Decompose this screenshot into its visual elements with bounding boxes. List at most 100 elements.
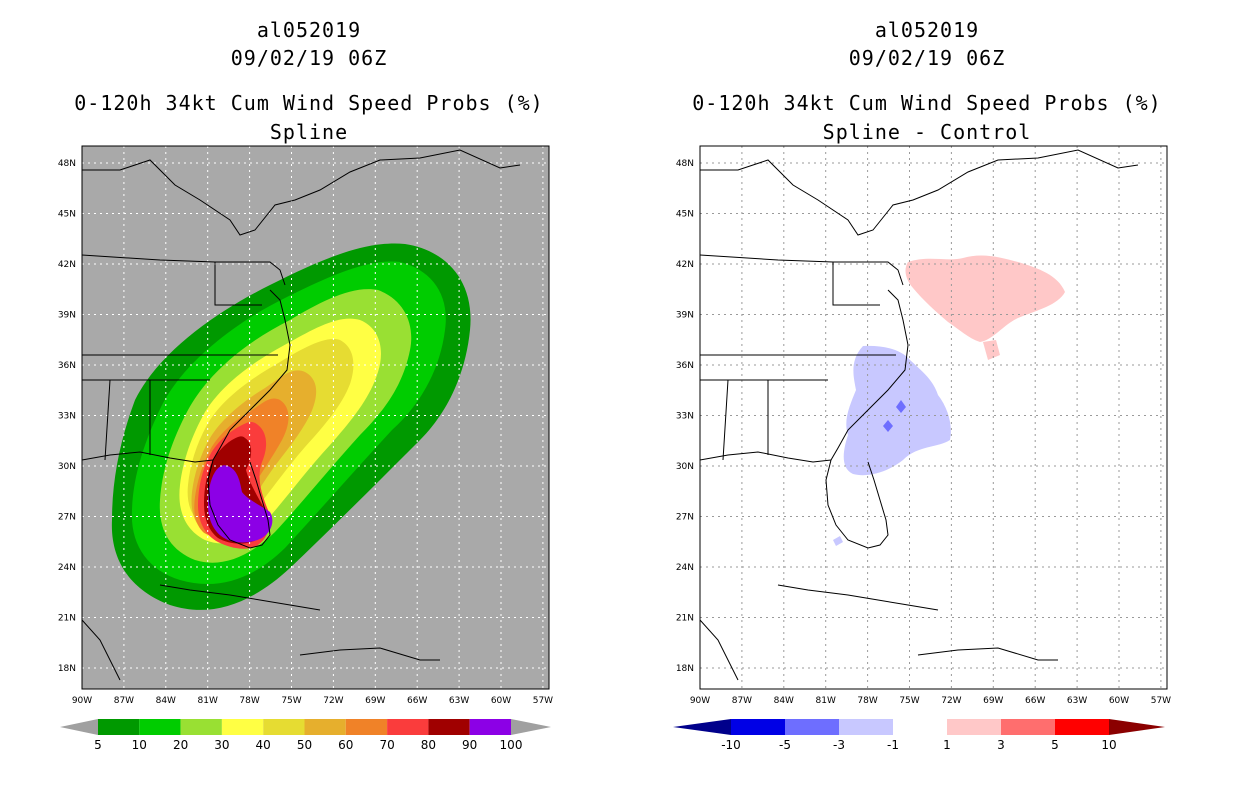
latitude-labels: 48N 45N 42N 39N 36N 33N 30N 27N 24N 21N 18N [676, 159, 694, 674]
colorbar-segment [98, 719, 140, 735]
longitude-label: 84W [774, 696, 794, 706]
colorbar-segment [345, 719, 388, 735]
longitude-labels: 90W 87W 84W 81W 78W 75W 72W 69W 66W 63W 60W 57W [690, 696, 1171, 706]
colorbar-label: 1 [943, 738, 951, 752]
longitude-label: 81W [198, 696, 218, 706]
storm-id-title: al052019 [874, 18, 980, 42]
latitude-label: 39N [58, 311, 76, 321]
map-frame [81, 145, 550, 690]
storm-id-title: al052019 [256, 18, 362, 42]
colorbar-segment [731, 719, 785, 735]
longitude-label: 90W [72, 696, 92, 706]
product-title: 0-120h 34kt Cum Wind Speed Probs (%) [74, 91, 544, 115]
longitude-label: 72W [941, 696, 961, 706]
negative-difference-core-1 [896, 400, 906, 413]
colorbar-label: 10 [132, 738, 147, 752]
positive-difference-area [905, 255, 1065, 342]
colorbar-label: -1 [887, 738, 899, 752]
colorbar-segment [1001, 719, 1055, 735]
longitude-label: 78W [239, 696, 259, 706]
colorbar: -10 -5 -3 -1 1 3 5 10 [673, 719, 1165, 752]
colorbar-label: -5 [779, 738, 791, 752]
latitude-label: 48N [676, 159, 694, 169]
colorbar-label: -3 [833, 738, 845, 752]
longitude-label: 72W [323, 696, 343, 706]
colorbar-low-arrow [673, 719, 731, 735]
latitude-label: 33N [58, 412, 76, 422]
latitude-label: 42N [58, 260, 76, 270]
colorbar-high-arrow [1109, 719, 1165, 735]
latitude-label: 48N [58, 159, 76, 169]
colorbar-label: -10 [721, 738, 741, 752]
colorbar-segment [469, 719, 511, 735]
colorbar-segment [893, 719, 947, 735]
latitude-label: 27N [676, 513, 694, 523]
colorbar-label: 10 [1101, 738, 1116, 752]
colorbar-segment [428, 719, 470, 735]
colorbar-label: 80 [421, 738, 436, 752]
latitude-labels: 48N 45N 42N 39N 36N 33N 30N 27N 24N 21N 18N [58, 159, 76, 674]
latitude-label: 42N [676, 260, 694, 270]
colorbar-segment [1055, 719, 1109, 735]
latitude-label: 21N [58, 614, 76, 624]
product-title: 0-120h 34kt Cum Wind Speed Probs (%) [692, 91, 1162, 115]
difference-contours [833, 255, 1065, 546]
colorbar-label: 100 [500, 738, 523, 752]
colorbar-segment [304, 719, 346, 735]
latitude-label: 45N [58, 210, 76, 220]
longitude-label: 81W [816, 696, 836, 706]
colorbar-label: 90 [462, 738, 477, 752]
longitude-label: 66W [1025, 696, 1045, 706]
latitude-label: 36N [676, 361, 694, 371]
longitude-label: 87W [114, 696, 134, 706]
colorbar-label: 40 [256, 738, 271, 752]
colorbar: 5 10 20 30 40 50 60 70 80 90 100 [60, 719, 551, 752]
subtitle: Spline [269, 120, 349, 144]
longitude-label: 60W [1109, 696, 1129, 706]
colorbar-segment [180, 719, 222, 735]
colorbar-label: 5 [94, 738, 102, 752]
latitude-label: 24N [58, 563, 76, 573]
colorbar-label: 50 [297, 738, 312, 752]
colorbar-label: 60 [338, 738, 353, 752]
colorbar-segment [947, 719, 1001, 735]
longitude-label: 69W [365, 696, 385, 706]
colorbar-label: 20 [173, 738, 188, 752]
coastlines [700, 149, 1139, 681]
probability-contours [111, 243, 471, 610]
colorbar-segment [839, 719, 893, 735]
left-panel: al052019 09/02/19 06Z 0-120h 34kt Cum Wi… [58, 18, 553, 752]
positive-difference-speck [983, 340, 1000, 360]
latitude-label: 27N [58, 513, 76, 523]
longitude-label: 75W [281, 696, 301, 706]
longitude-label: 66W [407, 696, 427, 706]
latitude-label: 18N [676, 664, 694, 674]
longitude-label: 75W [899, 696, 919, 706]
datetime-title: 09/02/19 06Z [848, 46, 1006, 70]
colorbar-label: 30 [214, 738, 229, 752]
colorbar-segment [139, 719, 181, 735]
longitude-label: 57W [1151, 696, 1171, 706]
negative-difference-core-2 [883, 420, 893, 432]
right-map: 48N 45N 42N 39N 36N 33N 30N 27N 24N 21N 18N 90W 87W… [673, 145, 1171, 752]
longitude-labels: 90W 87W 84W 81W 78W 75W 72W 69W 66W 63W 60W 57W [72, 696, 553, 706]
map-frame [699, 145, 1168, 690]
negative-difference-area [843, 345, 951, 476]
longitude-label: 87W [732, 696, 752, 706]
longitude-label: 69W [983, 696, 1003, 706]
latitude-label: 21N [676, 614, 694, 624]
longitude-label: 84W [156, 696, 176, 706]
datetime-title: 09/02/19 06Z [230, 46, 388, 70]
colorbar-segment [785, 719, 839, 735]
map-gridlines [82, 146, 549, 689]
colorbar-segment [263, 719, 305, 735]
negative-difference-speck [833, 536, 843, 546]
longitude-label: 78W [857, 696, 877, 706]
subtitle: Spline - Control [822, 120, 1032, 144]
map-gridlines [700, 146, 1167, 689]
longitude-label: 63W [1067, 696, 1087, 706]
latitude-label: 18N [58, 664, 76, 674]
longitude-label: 90W [690, 696, 710, 706]
longitude-label: 63W [449, 696, 469, 706]
colorbar-segment [221, 719, 264, 735]
